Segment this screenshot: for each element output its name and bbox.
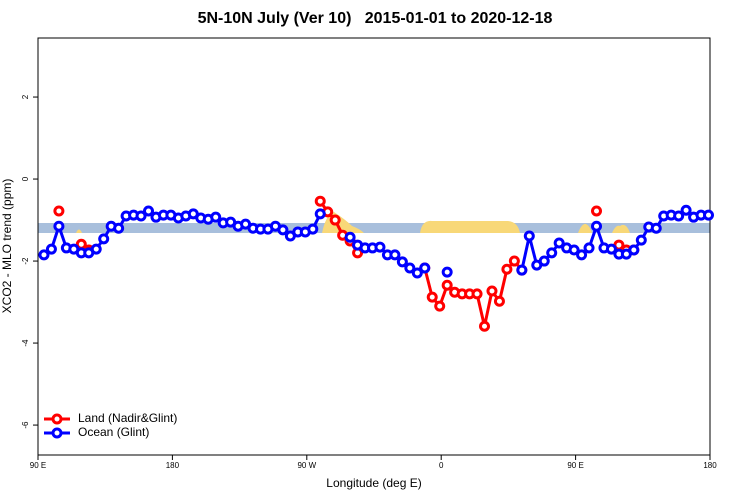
data-point [411,267,423,279]
x-axis-label: Longitude (deg E) [326,476,421,490]
data-point [538,255,550,267]
x-tick-label: 0 [439,461,444,470]
plot-frame [37,37,711,456]
data-point [508,255,520,267]
chart-title: 5N-10N July (Ver 10) 2015-01-01 to 2020-… [198,10,553,27]
data-point [635,234,647,246]
x-tick-label: 180 [703,461,717,470]
data-point [546,247,558,259]
data-point [38,249,50,261]
data-point [591,205,603,217]
data-point [434,300,446,312]
data-point [404,262,416,274]
data-point [493,295,505,307]
data-point [53,220,65,232]
y-tick-label: -2 [21,257,30,265]
data-point [426,291,438,303]
data-point [389,249,401,261]
data-point [210,211,222,223]
data-point [479,320,491,332]
data-point [344,231,356,243]
data-point [113,222,125,234]
data-point [628,244,640,256]
series [38,204,715,279]
ocean-band [38,223,710,233]
data-point [703,209,715,221]
data-point [523,230,535,242]
x-tick-label: 90 W [297,461,316,470]
data-point [501,263,513,275]
data-point [591,220,603,232]
data-point [98,233,110,245]
legend-label: Ocean (Glint) [78,425,149,439]
data-point [605,243,617,255]
data-point [673,210,685,222]
data-point [471,288,483,300]
data-point [143,205,155,217]
data-point [90,243,102,255]
data-point [45,243,57,255]
y-tick-label: 2 [21,94,30,99]
series [53,195,640,332]
data-point [307,223,319,235]
legend-label: Land (Nadir&Glint) [78,411,177,425]
x-tick-label: 90 E [567,461,583,470]
data-point [553,237,565,249]
data-point [277,224,289,236]
data-point [650,222,662,234]
x-tick-label: 180 [166,461,180,470]
data-point [486,285,498,297]
data-point [441,266,453,278]
data-point [135,210,147,222]
data-point [583,242,595,254]
data-point [568,244,580,256]
legend-marker [51,413,63,425]
y-tick-label: 0 [21,176,30,181]
y-tick-label: -6 [21,421,30,429]
data-point [374,241,386,253]
data-point [314,208,326,220]
data-point [576,249,588,261]
data-point [419,262,431,274]
data-point [516,264,528,276]
data-point [680,204,692,216]
legend-marker [51,427,63,439]
data-point [329,214,341,226]
y-axis-label: XCO2 - MLO trend (ppm) [0,179,14,314]
data-point [441,279,453,291]
data-point [314,195,326,207]
x-tick-label: 90 E [30,461,46,470]
y-tick-label: -4 [21,339,30,347]
data-point [53,205,65,217]
data-point [396,256,408,268]
